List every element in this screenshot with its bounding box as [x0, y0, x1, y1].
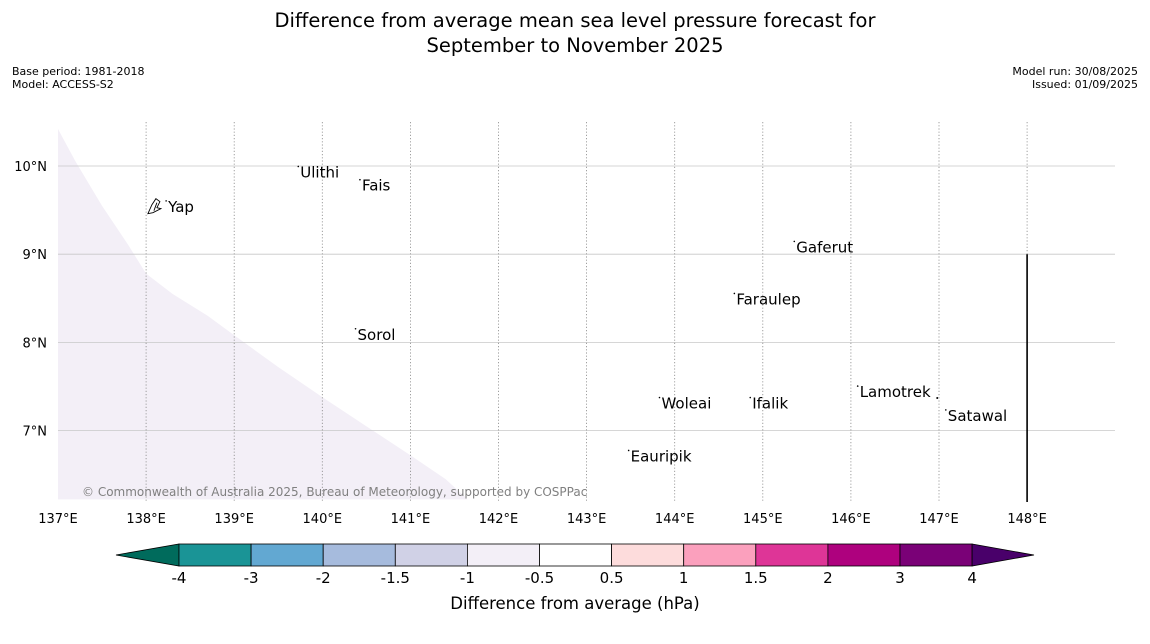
colorbar-segment	[394, 543, 468, 567]
lat-tick-label: 10°N	[14, 160, 47, 175]
island-marker	[658, 396, 661, 399]
lon-tick-label: 145°E	[743, 512, 783, 527]
colorbar-segment	[466, 543, 540, 567]
lon-tick-label: 139°E	[214, 512, 254, 527]
base-period: Base period: 1981-2018	[12, 65, 145, 78]
pressure-anomaly-region	[58, 129, 468, 500]
colorbar-tick-label: 1	[679, 569, 689, 587]
copyright-notice: © Commonwealth of Australia 2025, Bureau…	[82, 485, 587, 499]
meta-right: Model run: 30/08/2025 Issued: 01/09/2025	[1012, 65, 1138, 91]
colorbar-tick-label: 4	[967, 569, 977, 587]
lon-tick-label: 141°E	[391, 512, 431, 527]
lon-tick-label: 142°E	[479, 512, 519, 527]
colorbar-tick-label: -1	[460, 569, 475, 587]
lon-tick-label: 138°E	[126, 512, 166, 527]
place-label: Faraulep	[736, 290, 800, 308]
island-marker	[627, 449, 630, 452]
island-marker	[856, 385, 859, 387]
colorbar-tick-label: -3	[244, 569, 259, 587]
colorbar-segment	[683, 543, 757, 567]
lat-tick-label: 8°N	[23, 336, 48, 351]
model-name: Model: ACCESS-S2	[12, 78, 114, 91]
map-title: Difference from average mean sea level p…	[0, 8, 1150, 58]
colorbar-segment	[755, 543, 829, 567]
lon-tick-label: 147°E	[919, 512, 959, 527]
colorbar-segment	[899, 543, 973, 567]
colorbar-segment	[322, 543, 396, 567]
colorbar-segment	[250, 543, 324, 567]
island-marker	[297, 165, 300, 168]
colorbar-tick-label: -0.5	[525, 569, 554, 587]
colorbar-max-arrow	[971, 543, 1035, 567]
colorbar-tick-label: -4	[172, 569, 187, 587]
yap-island-outline	[147, 198, 163, 215]
place-label: Ulithi	[300, 163, 339, 181]
island-marker	[749, 396, 752, 399]
island-marker	[945, 409, 947, 411]
lon-tick-label: 144°E	[655, 512, 695, 527]
colorbar-tick-label: 3	[895, 569, 905, 587]
place-label: Sorol	[358, 326, 396, 344]
island-marker	[165, 200, 167, 202]
lon-tick-label: 143°E	[567, 512, 607, 527]
colorbar-segment	[611, 543, 685, 567]
place-label: Yap	[167, 198, 194, 216]
colorbar-tick-label: -2	[316, 569, 331, 587]
island-marker	[354, 327, 357, 330]
colorbar-min-arrow	[115, 543, 180, 567]
colorbar-tick-label: 2	[823, 569, 833, 587]
island-marker	[359, 178, 361, 181]
colorbar-tick-label: 1.5	[744, 569, 768, 587]
issued-date: Issued: 01/09/2025	[1031, 78, 1138, 91]
islet-marker	[936, 396, 939, 399]
colorbar-tick-label: 0.5	[600, 569, 624, 587]
place-label: Satawal	[948, 407, 1007, 425]
lon-tick-label: 137°E	[38, 512, 78, 527]
place-label: Lamotrek	[860, 383, 931, 401]
colorbar-segment	[178, 543, 252, 567]
colorbar-segment	[827, 543, 901, 567]
title-line-1: Difference from average mean sea level p…	[274, 9, 876, 32]
island-marker	[733, 292, 736, 295]
island-marker	[793, 240, 796, 243]
lon-tick-label: 148°E	[1007, 512, 1047, 527]
colorbar-label: Difference from average (hPa)	[450, 594, 699, 613]
colorbar-tick-label: -1.5	[381, 569, 410, 587]
place-label: Woleai	[661, 395, 711, 413]
colorbar-segment	[539, 543, 612, 567]
lon-tick-label: 146°E	[831, 512, 871, 527]
lon-tick-label: 140°E	[303, 512, 343, 527]
place-label: Eauripik	[631, 447, 692, 465]
lat-tick-label: 9°N	[23, 248, 48, 263]
place-label: Gaferut	[796, 238, 853, 256]
place-label: Fais	[362, 177, 391, 195]
meta-left: Base period: 1981-2018 Model: ACCESS-S2	[12, 65, 144, 91]
model-run: Model run: 30/08/2025	[1012, 65, 1138, 78]
lat-tick-label: 7°N	[23, 425, 48, 440]
title-line-2: September to November 2025	[426, 34, 724, 57]
place-label: Ifalik	[752, 395, 788, 413]
